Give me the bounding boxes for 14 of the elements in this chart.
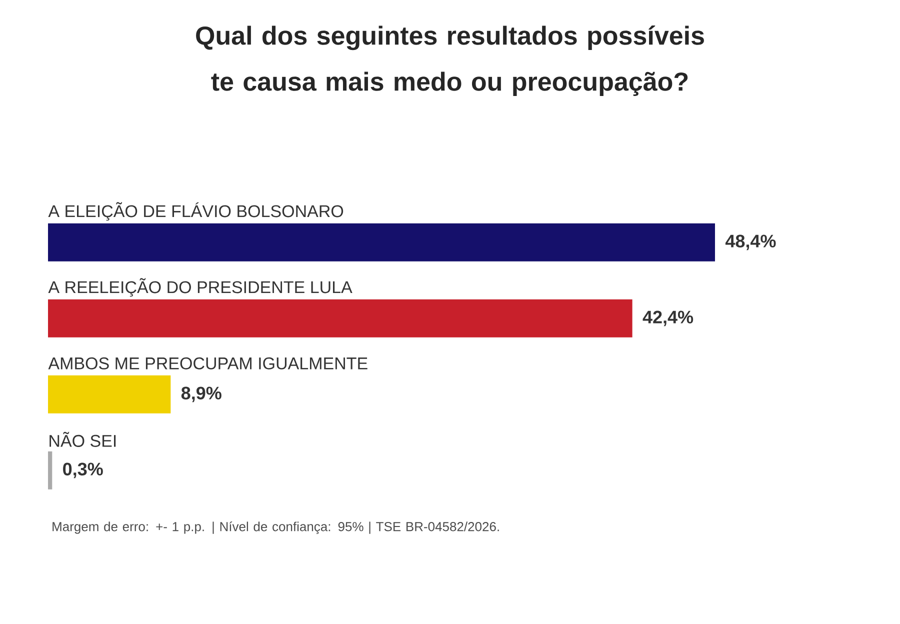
data-label: 0,3% bbox=[63, 462, 103, 478]
data-label: 42,4% bbox=[642, 310, 694, 326]
y-tick-label: AMBOS ME PREOCUPAM IGUALMENTE bbox=[48, 357, 368, 370]
y-tick-label: A ELEIÇÃO DE FLÁVIO BOLSONARO bbox=[48, 202, 344, 221]
data-label: 48,4% bbox=[725, 234, 776, 250]
text: Margem de erro: +- 1 p.p. | Nível de confiança: 95% | TSE BR-04582/2026. bbox=[52, 522, 499, 534]
bar bbox=[48, 223, 715, 262]
bar bbox=[48, 451, 52, 490]
y-tick-label: NÃO SEI bbox=[50, 432, 116, 447]
chart-title: Qual dos seguintes resultados possíveis te causa mais medo ou preocupação? bbox=[196, 26, 704, 96]
data-label: 8,9% bbox=[181, 386, 222, 402]
y-tick-label: A REELEIÇÃO DO PRESIDENTE LULA bbox=[48, 278, 352, 297]
bar bbox=[48, 299, 632, 338]
bar bbox=[48, 375, 171, 414]
